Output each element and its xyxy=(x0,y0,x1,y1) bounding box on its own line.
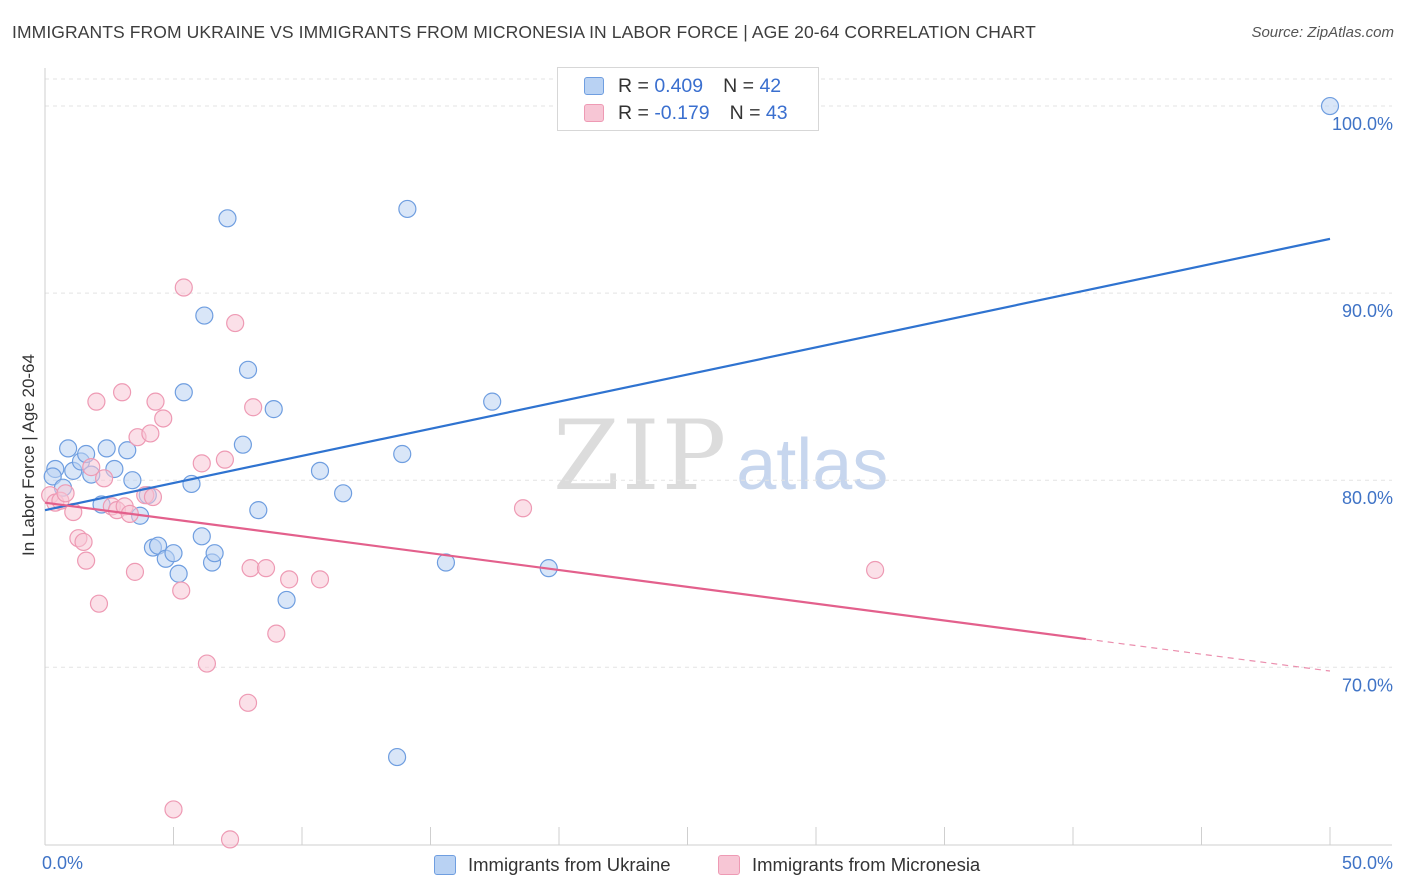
ukraine-point xyxy=(310,461,330,480)
bottom-legend-label-ukraine: Immigrants from Ukraine xyxy=(468,854,671,875)
micronesia-trend-line xyxy=(44,501,1086,641)
x-tick-label: 0.0% xyxy=(42,853,83,873)
micronesia-trend-line-extension xyxy=(1085,638,1331,672)
legend-row-ukraine: R = 0.409 N = 42 xyxy=(584,73,781,99)
ukraine-point xyxy=(192,527,211,546)
ukraine-point xyxy=(218,209,237,228)
correlation-legend: R = 0.409 N = 42 R = -0.179 N = 43 xyxy=(557,67,819,131)
micronesia-point xyxy=(226,313,245,333)
legend-r-ukraine: 0.409 xyxy=(654,74,704,97)
micronesia-point xyxy=(215,450,234,469)
micronesia-point xyxy=(280,570,299,589)
micronesia-point xyxy=(241,559,260,578)
ukraine-point xyxy=(174,383,193,402)
micronesia-point xyxy=(192,454,211,473)
ukraine-point xyxy=(277,590,296,610)
legend-swatch-ukraine xyxy=(584,77,604,95)
micronesia-point xyxy=(95,469,114,488)
ukraine-point xyxy=(393,444,412,464)
ukraine-point xyxy=(118,441,137,460)
ukraine-point xyxy=(195,306,214,325)
ukraine-points xyxy=(43,96,1340,767)
ukraine-point xyxy=(249,501,268,520)
legend-row-micronesia: R = -0.179 N = 43 xyxy=(584,100,788,126)
micronesia-point xyxy=(125,562,145,581)
ukraine-point xyxy=(123,471,142,490)
micronesia-point xyxy=(238,693,258,712)
micronesia-point xyxy=(197,654,217,673)
micronesia-point xyxy=(866,560,885,580)
ukraine-point xyxy=(97,439,116,458)
ukraine-point xyxy=(169,564,188,583)
ukraine-point xyxy=(436,553,456,572)
micronesia-point xyxy=(89,594,109,613)
ukraine-point xyxy=(483,392,502,411)
bottom-legend-swatch-ukraine xyxy=(434,855,456,875)
ukraine-point xyxy=(164,544,183,563)
bottom-legend-micronesia: Immigrants from Micronesia xyxy=(718,852,980,878)
y-tick-label: 70.0% xyxy=(1342,675,1393,695)
tick-labels: 70.0% 80.0% 90.0% 100.0% 0.0% 50.0% xyxy=(42,114,1393,873)
micronesia-point xyxy=(87,392,106,411)
legend-swatch-micronesia xyxy=(584,104,604,122)
micronesia-point xyxy=(112,383,132,402)
ukraine-point xyxy=(233,435,252,454)
ukraine-trend-line xyxy=(44,237,1331,512)
legend-n-label: N = xyxy=(723,74,755,97)
ukraine-point xyxy=(398,199,417,219)
micronesia-point xyxy=(141,424,160,443)
ukraine-point xyxy=(334,484,353,503)
ukraine-point xyxy=(264,400,283,419)
micronesia-point xyxy=(143,487,163,507)
chart-title: IMMIGRANTS FROM UKRAINE VS IMMIGRANTS FR… xyxy=(12,22,1036,42)
micronesia-point xyxy=(244,398,263,417)
ukraine-point xyxy=(59,439,78,458)
axes xyxy=(44,68,1392,846)
bottom-legend-label-micronesia: Immigrants from Micronesia xyxy=(752,854,981,875)
legend-r-micronesia: -0.179 xyxy=(654,101,710,124)
legend-n-ukraine: 42 xyxy=(759,74,782,97)
bottom-legend-ukraine: Immigrants from Ukraine xyxy=(434,852,671,878)
micronesia-point xyxy=(256,559,276,578)
micronesia-points xyxy=(41,278,885,849)
micronesia-point xyxy=(56,484,75,503)
ukraine-point xyxy=(205,544,224,563)
ukraine-point xyxy=(43,467,62,486)
micronesia-point xyxy=(82,458,101,477)
source-credit: Source: ZipAtlas.com xyxy=(1251,24,1394,41)
micronesia-point xyxy=(310,570,330,589)
micronesia-point xyxy=(146,392,165,411)
x-tick-label: 50.0% xyxy=(1342,853,1393,873)
ukraine-point xyxy=(387,747,407,767)
micronesia-point xyxy=(513,499,533,518)
micronesia-point xyxy=(74,532,93,552)
y-tick-label: 90.0% xyxy=(1342,301,1393,321)
micronesia-point xyxy=(172,581,191,600)
legend-r-label: R = xyxy=(618,101,649,124)
micronesia-point xyxy=(154,409,173,428)
ukraine-point xyxy=(1320,96,1340,116)
legend-n-micronesia: 43 xyxy=(765,101,788,124)
y-tick-label: 100.0% xyxy=(1332,114,1393,134)
bottom-legend-swatch-micronesia xyxy=(718,855,740,875)
legend-r-label: R = xyxy=(618,74,649,97)
micronesia-point xyxy=(164,800,183,819)
micronesia-point xyxy=(267,624,286,643)
legend-n-label: N = xyxy=(729,101,761,124)
y-axis-label: In Labor Force | Age 20-64 xyxy=(19,354,38,556)
y-tick-label: 80.0% xyxy=(1342,488,1393,508)
micronesia-point xyxy=(77,551,96,570)
micronesia-point xyxy=(174,278,193,297)
ukraine-point xyxy=(238,360,258,379)
trend-lines xyxy=(44,237,1331,672)
micronesia-point xyxy=(220,830,240,849)
